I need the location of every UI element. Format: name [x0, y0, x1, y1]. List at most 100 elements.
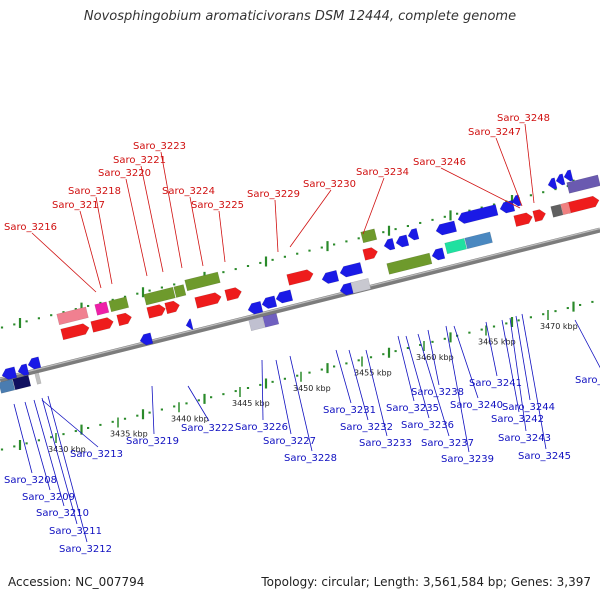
gene-arrow[interactable]: [108, 296, 130, 313]
gene-label-bottom[interactable]: Saro_3240: [450, 400, 503, 411]
gene-label-bottom[interactable]: Saro_3238: [411, 387, 464, 398]
gene-arrow[interactable]: [547, 177, 558, 191]
kbp-scale: 3430 kbp 3435 kbp 3440 kbp 3445 kbp 3450 kbp…: [48, 310, 578, 454]
gene-label-top[interactable]: Saro_3225: [191, 200, 244, 211]
gene-arrow[interactable]: [566, 195, 600, 214]
gene-label-bottom[interactable]: Saro_3249: [575, 375, 600, 386]
gene-arrow[interactable]: [17, 363, 30, 377]
gene-label-bottom[interactable]: Saro_3222: [181, 423, 234, 434]
gene-label-top[interactable]: Saro_3218: [68, 186, 121, 197]
gene-arrow[interactable]: [275, 289, 294, 305]
gene-label-top[interactable]: Saro_3223: [133, 141, 186, 152]
gene-arrow[interactable]: [143, 286, 176, 306]
label-leaders: [13, 123, 600, 543]
leader-line: [187, 385, 210, 422]
gene-arrow[interactable]: [94, 301, 110, 316]
leader-line: [495, 137, 523, 207]
gene-arrow[interactable]: [1, 366, 18, 381]
gene-arrow[interactable]: [350, 278, 372, 294]
kbp-label: 3445 kbp: [232, 399, 270, 408]
gene-arrow[interactable]: [139, 332, 154, 347]
gene-arrow[interactable]: [550, 203, 564, 218]
gene-label-bottom[interactable]: Saro_3242: [491, 414, 544, 425]
gene-arrow[interactable]: [457, 204, 499, 224]
gene-arrow[interactable]: [262, 312, 280, 328]
gene-arrow[interactable]: [90, 316, 115, 333]
gene-label-top[interactable]: Saro_3246: [413, 157, 466, 168]
gene-label-bottom[interactable]: Saro_3236: [401, 420, 454, 431]
gene-label-bottom[interactable]: Saro_3232: [340, 422, 393, 433]
gene-arrow[interactable]: [116, 312, 133, 327]
gene-arrow[interactable]: [435, 220, 458, 237]
gene-arrow[interactable]: [185, 318, 194, 331]
gene-arrow[interactable]: [164, 300, 181, 315]
leader-line: [125, 178, 148, 277]
gene-arrow[interactable]: [194, 291, 223, 309]
gene-label-top[interactable]: Saro_3234: [356, 167, 409, 178]
leader-line: [275, 359, 292, 435]
gene-label-bottom[interactable]: Saro_3227: [263, 436, 316, 447]
gene-label-bottom[interactable]: Saro_3243: [498, 433, 551, 444]
gene-arrow[interactable]: [383, 237, 396, 251]
kbp-label: 3450 kbp: [293, 384, 331, 393]
gene-arrow[interactable]: [146, 303, 167, 319]
gene-arrow[interactable]: [27, 356, 42, 371]
gene-arrow[interactable]: [555, 173, 566, 187]
gene-arrow[interactable]: [407, 227, 420, 241]
gene-label-bottom[interactable]: Saro_3208: [4, 475, 57, 486]
gene-label-bottom[interactable]: Saro_3226: [235, 422, 288, 433]
gene-arrow[interactable]: [248, 316, 266, 332]
gene-arrow[interactable]: [563, 169, 574, 183]
gene-label-top[interactable]: Saro_3224: [162, 186, 215, 197]
gene-label-top[interactable]: Saro_3221: [113, 155, 166, 166]
gene-label-bottom[interactable]: Saro_3237: [421, 438, 474, 449]
gene-arrow[interactable]: [321, 269, 340, 285]
gene-arrow[interactable]: [532, 208, 547, 223]
gene-label-top[interactable]: Saro_3216: [4, 222, 57, 233]
gene-arrow[interactable]: [247, 300, 264, 315]
gene-arrow[interactable]: [184, 271, 221, 292]
gene-label-top[interactable]: Saro_3220: [98, 168, 151, 179]
gene-arrow[interactable]: [286, 268, 315, 286]
gene-label-top[interactable]: Saro_3248: [497, 113, 550, 124]
gene-label-bottom[interactable]: Saro_3210: [36, 508, 89, 519]
gene-arrow[interactable]: [0, 378, 16, 394]
gene-arrow[interactable]: [12, 374, 32, 391]
gene-label-bottom[interactable]: Saro_3231: [323, 405, 376, 416]
gene-arrow[interactable]: [513, 212, 534, 227]
gene-arrow[interactable]: [34, 372, 42, 385]
gene-label-top[interactable]: Saro_3229: [247, 189, 300, 200]
leader-line: [440, 167, 521, 209]
gene-arrow[interactable]: [566, 174, 600, 194]
gene-label-bottom[interactable]: Saro_3219: [126, 436, 179, 447]
gene-arrow[interactable]: [224, 286, 243, 302]
gene-arrow[interactable]: [560, 201, 572, 216]
gene-arrow[interactable]: [431, 247, 446, 262]
gene-label-bottom[interactable]: Saro_3244: [502, 402, 555, 413]
gene-arrow[interactable]: [339, 262, 363, 278]
gene-label-bottom[interactable]: Saro_3241: [469, 378, 522, 389]
gene-arrow[interactable]: [173, 284, 187, 298]
gene-arrow[interactable]: [261, 295, 278, 310]
gene-label-bottom[interactable]: Saro_3209: [22, 492, 75, 503]
gene-label-bottom[interactable]: Saro_3233: [359, 438, 412, 449]
gene-label-bottom[interactable]: Saro_3213: [70, 449, 123, 460]
gene-arrow[interactable]: [464, 231, 493, 250]
gene-label-bottom[interactable]: Saro_3239: [441, 454, 494, 465]
gene-arrow[interactable]: [444, 238, 468, 255]
gene-label-bottom[interactable]: Saro_3245: [518, 451, 571, 462]
gene-label-top[interactable]: Saro_3230: [303, 179, 356, 190]
gene-label-bottom[interactable]: Saro_3235: [386, 403, 439, 414]
gene-label-bottom[interactable]: Saro_3228: [284, 453, 337, 464]
gene-arrow[interactable]: [56, 306, 89, 326]
gene-label-bottom[interactable]: Saro_3211: [49, 526, 102, 537]
gene-arrow[interactable]: [60, 322, 91, 341]
gene-arrow[interactable]: [360, 228, 378, 244]
gene-label-bottom[interactable]: Saro_3212: [59, 544, 112, 555]
gene-arrow[interactable]: [386, 252, 433, 275]
gene-label-top[interactable]: Saro_3217: [52, 200, 105, 211]
gene-arrow[interactable]: [395, 234, 410, 249]
gene-label-top[interactable]: Saro_3247: [468, 127, 521, 138]
gene-arrow[interactable]: [362, 246, 379, 261]
